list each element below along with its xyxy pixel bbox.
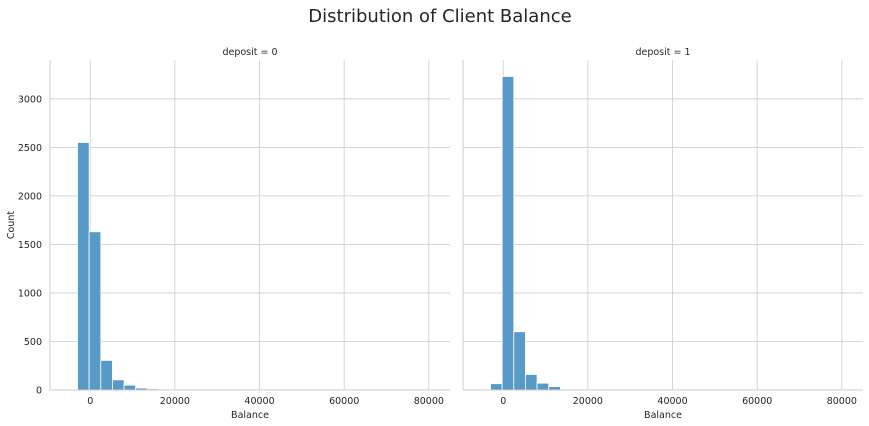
x-tick-label: 40000 — [657, 396, 687, 407]
x-tick-label: 0 — [500, 396, 506, 407]
y-tick-label: 1000 — [18, 288, 42, 299]
histogram-bar — [490, 383, 503, 391]
facets-layer: 0 20000 40000 60000 80000 0 500 1000 1500 2000 250… — [6, 47, 863, 421]
x-tick-label: 60000 — [742, 396, 772, 407]
histogram-bar — [513, 331, 526, 391]
facet-panel: 0 20000 40000 60000 80000 0 500 1000 1500 2000 250… — [6, 47, 450, 421]
histogram-bar — [501, 76, 515, 391]
histogram-bar — [548, 386, 561, 391]
histogram-bar — [123, 384, 137, 391]
y-tick-label: 500 — [24, 337, 42, 348]
facet-panel: 0 20000 40000 60000 80000 Balance deposit = 1 — [462, 47, 863, 421]
x-axis-label: Balance — [231, 410, 269, 421]
y-tick-label: 2500 — [18, 143, 42, 154]
histogram-bar — [525, 374, 538, 391]
facet-title: deposit = 1 — [635, 47, 690, 58]
x-tick-label: 40000 — [244, 396, 274, 407]
y-tick-label: 3000 — [18, 94, 42, 105]
x-axis-label: Balance — [644, 410, 682, 421]
y-axis-label: Count — [6, 211, 17, 239]
y-tick-label: 2000 — [18, 191, 42, 202]
x-tick-label: 20000 — [573, 396, 603, 407]
x-tick-label: 20000 — [160, 396, 190, 407]
x-tick-label: 80000 — [827, 396, 857, 407]
x-tick-label: 0 — [87, 396, 93, 407]
y-tick-label: 0 — [36, 386, 42, 397]
histogram-bar — [536, 382, 550, 391]
histogram-bar — [100, 359, 113, 391]
x-tick-label: 80000 — [414, 396, 444, 407]
y-tick-label: 1500 — [18, 240, 42, 251]
histogram-bar — [112, 379, 125, 391]
histogram-bar — [77, 142, 90, 391]
x-tick-label: 60000 — [329, 396, 359, 407]
chart-title: Distribution of Client Balance — [308, 6, 571, 27]
histogram-bar — [88, 231, 102, 391]
facet-title: deposit = 0 — [222, 47, 277, 58]
